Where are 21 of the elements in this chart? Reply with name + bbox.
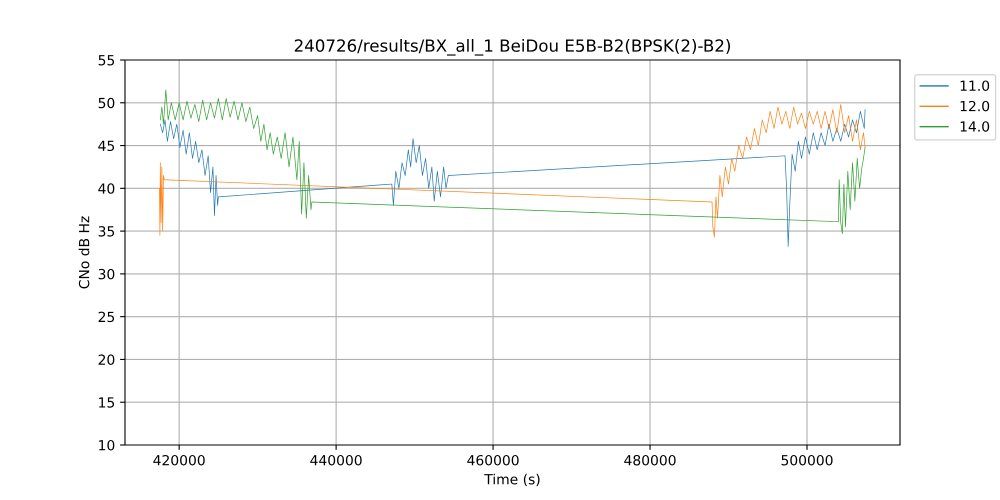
x-tick-label: 480000 (624, 454, 676, 466)
y-tick-label: 55 (98, 55, 114, 66)
y-tick-label: 45 (98, 140, 114, 152)
x-tick-label: 420000 (153, 454, 205, 466)
y-tick-label: 25 (98, 312, 114, 322)
chart-title: 240726/results/BX_all_1 BeiDou E5B-B2(BPSK(2)-B2) (294, 39, 730, 56)
y-tick-label: 40 (98, 183, 114, 194)
y-tick-label: 15 (99, 397, 114, 408)
x-tick-label: 440000 (310, 454, 362, 466)
legend-label: 14.0 (960, 121, 990, 132)
y-tick-label: 30 (98, 268, 114, 280)
y-tick-label: 20 (98, 354, 114, 365)
y-axis-title: CNo dB Hz (78, 216, 90, 288)
legend-label: 12.0 (960, 100, 990, 112)
legend-label: 11.0 (960, 80, 990, 91)
y-tick-label: 50 (98, 98, 114, 108)
x-tick-label: 460000 (467, 454, 519, 466)
y-tick-label: 35 (98, 226, 114, 237)
x-axis-title: Time (s) (484, 474, 540, 486)
y-tick-label: 10 (99, 440, 114, 450)
x-tick-label: 500000 (782, 454, 833, 466)
